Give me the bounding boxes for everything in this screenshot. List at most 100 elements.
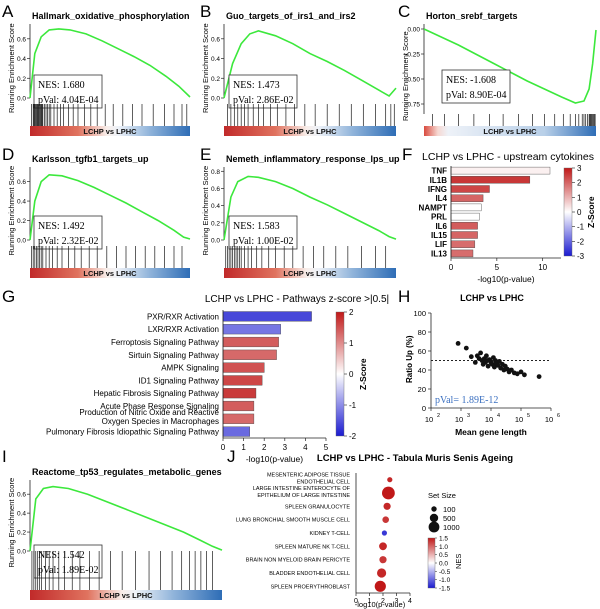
dotplot-category-label: SPLEEN GRANULOCYTE [285,504,350,510]
gsea-rank-colorbar [30,268,190,278]
nes-colorbar-tick-label: 0.0 [439,561,448,568]
scatter-x-tick-exponent: 5 [527,413,530,419]
bar [450,176,531,184]
scatter-x-tick-exponent: 3 [467,413,470,419]
zscore-colorbar [335,311,345,437]
dotplot-point [382,516,390,523]
gsea-y-tick-label: 0.0 [17,549,26,556]
scatter-y-tick-label: 0 [422,404,426,413]
bar-category-label: ID1 Signaling Pathway [139,376,220,385]
gsea-enrichment-curve [29,173,191,241]
dotplot-x-axis-label: -log10(p-value) [355,600,406,609]
colorbar-tick-label: 2 [349,308,354,317]
scatter-title: LCHP vs LPHC [460,293,524,303]
dotplot-x-tick-label: 3 [395,598,399,605]
dotplot-category-label: BLADDER ENDOTHELIAL CELL [269,571,350,577]
gsea-comparison-label: LCHP vs LPHC [99,591,153,600]
gsea-panel-b: Guo_targets_of_irs1_and_irs2 Running Enri… [201,11,397,136]
nes-colorbar [427,537,436,589]
gsea-y-tick-label: 0.2 [17,76,26,83]
bar-x-tick-label: 4 [303,443,308,452]
gsea-y-tick-label: 0.8 [211,169,220,176]
scatter-x-axis-label: Mean gene length [455,427,527,437]
bar-x-tick-label: 10 [538,263,547,272]
panel-letter-e: E [200,145,211,164]
bar [222,413,255,424]
bar [450,222,478,230]
bar-category-label: IL6 [435,222,447,231]
scatter-point [463,345,469,351]
gsea-pval-label: pVal: 1.00E-02 [233,236,294,247]
colorbar-tick-label: 1 [349,339,354,348]
panel-letter-f: F [402,145,412,164]
size-legend-label: 1000 [443,523,460,532]
bar [222,311,312,322]
gsea-title: Reactome_tp53_regulates_metabolic_genes [32,467,222,477]
gsea-y-tick-label: 0.00 [407,27,420,34]
scatter-point [514,371,520,377]
bar-category-label: TNF [431,167,447,176]
nes-colorbar-tick-label: 1.0 [439,544,448,551]
gsea-enrichment-curve [29,485,223,552]
bar [450,240,476,248]
bar [450,166,551,175]
bar [222,426,250,437]
gsea-enrichment-curve [29,28,191,99]
bar-category-label: NAMPT [419,203,448,212]
bar [222,349,277,360]
bar-category-label: LIF [435,240,447,249]
gsea-y-tick-label: 0.4 [17,56,26,63]
colorbar-tick-label: -1 [349,401,357,410]
gsea-pval-label: pVal: 8.90E-04 [446,90,507,101]
dotplot-category-label: ENDOTHELIAL CELL [297,480,350,486]
nes-colorbar-title: NES [454,554,463,569]
dotplot-point [379,542,387,551]
gsea-rank-colorbar [424,126,596,136]
bar [222,400,255,412]
size-legend-label: 500 [443,514,456,523]
bar [450,194,484,202]
gsea-panel-c: Horton_srebf_targets Running Enrichment S… [401,11,597,136]
dotplot-point [382,486,395,500]
gsea-y-tick-label: 0.6 [211,36,220,43]
colorbar-tick-label: 0 [349,370,354,379]
bar-x-tick-label: 0 [221,443,226,452]
dotplot-category-label: LARGE INTESTINE ENTEROCYTE OF [253,486,351,492]
panel-letter-g: G [2,287,15,306]
scatter-y-tick-label: 80 [418,328,426,337]
gsea-title: Karlsson_tgfb1_targets_up [32,154,149,164]
panel-letter-i: I [2,447,7,466]
gsea-rank-colorbar [30,126,190,136]
scatter-x-tick-exponent: 2 [437,413,440,419]
zscore-colorbar [563,167,573,257]
gsea-rank-colorbar [224,126,396,136]
scatter-y-axis-label: Ratio Up (%) [405,335,414,383]
dotplot-x-tick-label: 4 [408,598,412,605]
scatter-x-tick-exponent: 4 [497,413,500,419]
size-legend-dot [428,521,440,533]
gsea-pval-label: pVal: 1.89E-02 [38,565,99,576]
scatter-y-tick-label: 40 [418,366,426,375]
scatter-point [518,369,524,375]
gsea-enrichment-curve [423,28,597,104]
gsea-pval-label: pVal: 2.32E-02 [38,236,99,247]
panel-letter-c: C [398,2,410,21]
gsea-title: Guo_targets_of_irs1_and_irs2 [226,11,356,21]
bar-category-label: IL13 [431,249,448,258]
bar [450,212,480,221]
scatter-point [497,359,502,364]
gsea-stats-box [33,215,103,250]
bar [450,185,490,193]
dotplot-x-tick-label: 0 [354,598,358,605]
bar-category-label-line: Production of Nitric Oxide and Reactive [79,408,219,417]
gsea-ylabel: Running Enrichment Score [7,478,16,568]
panel-letter-a: A [2,2,14,21]
gene-length-scatter-panel: LCHP vs LPHC 0 20 40 60 80 100 10 2 10 3 10 4 10 5 10 6 M… [405,293,560,437]
dotplot-point [379,556,387,564]
gsea-comparison-label: LCHP vs LPHC [83,269,137,278]
scatter-point [509,367,514,373]
gsea-y-tick-label: 0.2 [211,220,220,227]
dotplot-category-label: SPLEEN PROERYTHROBLAST [271,584,351,590]
cytokine-bar-panel: LCHP vs LPHC - upstream cytokines TNFIL1B… [419,151,596,284]
